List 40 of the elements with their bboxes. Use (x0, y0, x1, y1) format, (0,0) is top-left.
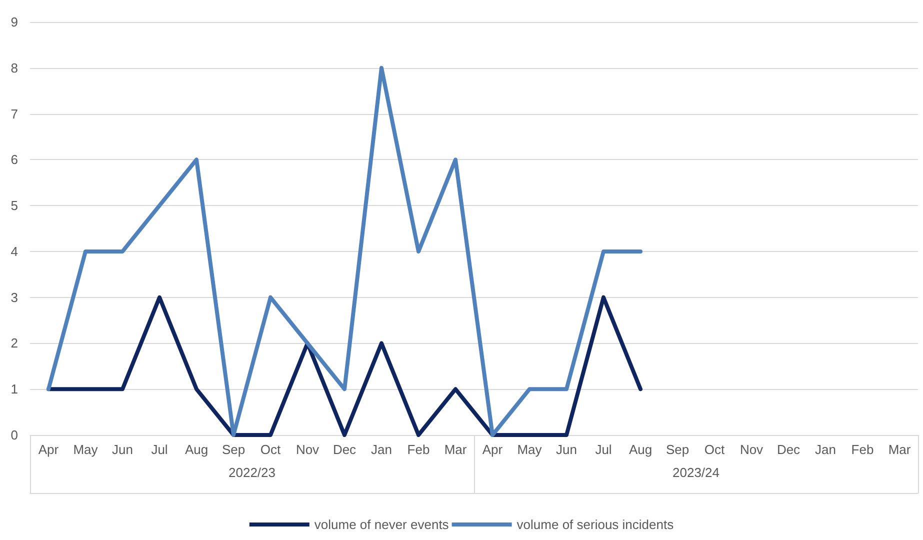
line-series (46, 66, 642, 437)
y-tick-label: 6 (10, 152, 18, 168)
y-tick-label: 2 (10, 336, 18, 351)
text: 2022/23 (228, 465, 276, 480)
x-tick-label: Sep (222, 442, 246, 457)
x-tick-label: Mar (888, 442, 912, 457)
x-tick-label: Sep (666, 442, 690, 457)
y-tick-label: 8 (10, 60, 18, 76)
x-tick-label: Aug (184, 442, 208, 457)
x-tick-label: Jun (112, 442, 133, 457)
x-tick-label: Jul (595, 442, 612, 457)
x-tick-label: Dec (332, 442, 357, 457)
line-series (46, 295, 642, 437)
y-tick-label: 4 (10, 244, 18, 259)
legend-label: volume of serious incidents (516, 517, 674, 532)
y-tick-label: 0 (10, 428, 18, 442)
text: 2023/24 (672, 465, 720, 480)
x-tick-label: Oct (704, 442, 725, 457)
y-tick-label: 1 (10, 382, 18, 397)
x-tick-label: Feb (407, 442, 430, 457)
y-tick-label: 5 (10, 198, 18, 214)
x-tick-label: Aug (628, 442, 652, 457)
x-tick-label: Dec (776, 442, 801, 457)
x-tick-label: Mar (444, 442, 468, 457)
y-tick-label: 9 (10, 14, 18, 30)
x-tick-label: Nov (740, 442, 764, 457)
x-tick-label: May (517, 442, 542, 457)
x-tick-label: Oct (260, 442, 281, 457)
x-tick-label: Apr (482, 442, 504, 457)
x-tick-label: Jan (815, 442, 836, 457)
x-tick-label: Apr (38, 442, 60, 457)
x-tick-label: Feb (851, 442, 874, 457)
x-tick-label: Nov (296, 442, 320, 457)
x-tick-label: May (73, 442, 98, 457)
x-tick-label: Jul (151, 442, 168, 457)
legend-label: volume of never events (314, 517, 450, 532)
y-tick-label: 3 (10, 290, 18, 305)
x-tick-label: Jun (556, 442, 577, 457)
x-tick-label: Jan (371, 442, 392, 457)
y-tick-label: 7 (10, 106, 18, 122)
